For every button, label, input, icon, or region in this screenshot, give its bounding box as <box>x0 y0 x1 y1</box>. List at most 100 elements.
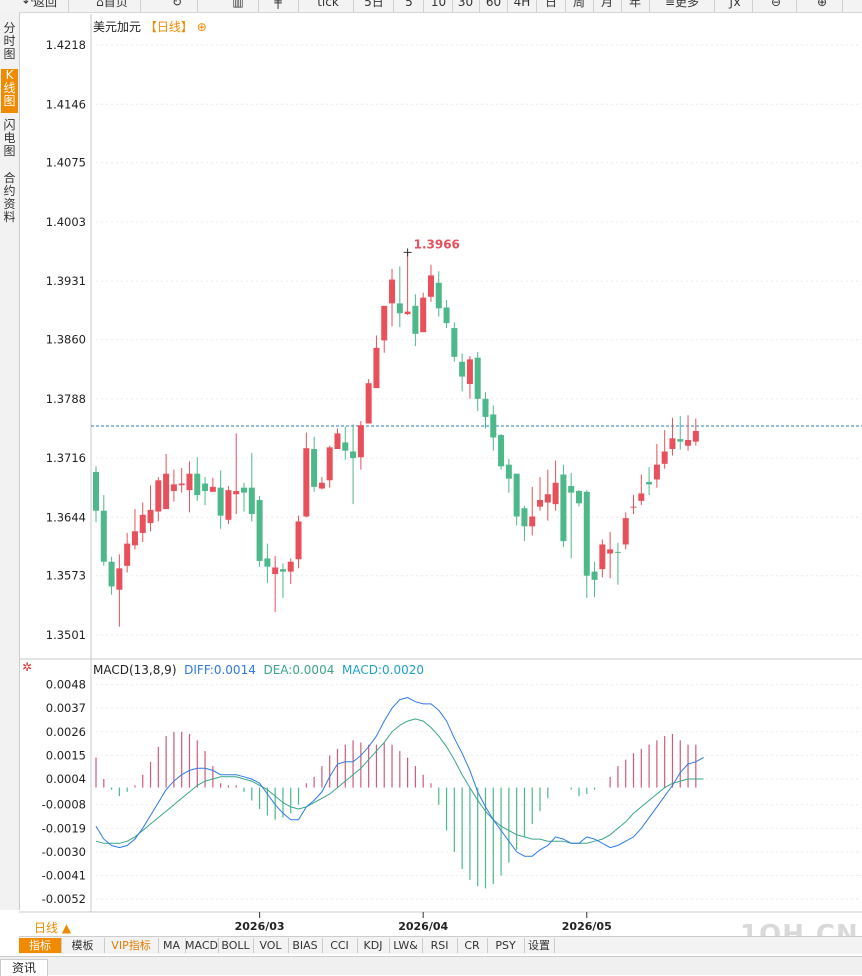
toolbar-item-17[interactable]: ƒx <box>718 0 753 12</box>
indicator-tab-8[interactable]: CCI <box>322 938 358 953</box>
toolbar-item-8[interactable]: 10 <box>425 0 453 12</box>
toolbar-label: 返回 <box>33 0 58 9</box>
toolbar-item-2[interactable]: ↻ <box>157 0 198 12</box>
toolbar-item-10[interactable]: 60 <box>480 0 508 12</box>
macd-tick-label: 0.0015 <box>46 748 86 762</box>
candle-body <box>178 483 185 486</box>
toolbar-item-16[interactable]: ≡更多 <box>650 0 715 12</box>
candle-body <box>256 500 263 561</box>
toolbar-item-0[interactable]: ↶返回 <box>12 0 69 12</box>
candle-body <box>575 490 582 504</box>
indicator-tab-5[interactable]: BOLL <box>218 938 254 953</box>
candle-body <box>513 473 520 517</box>
candle-body <box>342 442 349 451</box>
toolbar-item-13[interactable]: 周 <box>565 0 594 12</box>
candle-body <box>131 531 138 546</box>
candle-body <box>685 439 692 446</box>
macd-tick-label: -0.0019 <box>42 821 86 835</box>
home-icon: ⌂ <box>96 0 104 9</box>
toolbar-item-7[interactable]: 5 <box>395 0 424 12</box>
tab-contract-info[interactable]: 合约资料 <box>3 171 16 224</box>
indicator-tab-14[interactable]: 设置 <box>524 938 555 953</box>
toolbar-item-9[interactable]: 30 <box>452 0 480 12</box>
dea-line <box>95 718 704 844</box>
toolbar-item-19[interactable]: ⊕ <box>802 0 843 12</box>
toolbar-item-1[interactable]: ⌂首页 <box>84 0 141 12</box>
candle-body <box>505 464 512 479</box>
candle-body <box>474 357 481 399</box>
candle-body <box>498 435 505 467</box>
macd-tick-label: -0.0052 <box>42 892 86 906</box>
tab-kline[interactable]: K线图 <box>1 69 18 113</box>
toolbar-item-12[interactable]: 日 <box>537 0 566 12</box>
price-tick-label: 1.4075 <box>46 156 86 170</box>
tab-flash-chart[interactable]: 闪电图 <box>3 118 16 158</box>
toolbar-item-14[interactable]: 月 <box>593 0 622 12</box>
macd-title: MACD(13,8,9) DIFF:0.0014 DEA:0.0004 MACD… <box>93 663 424 677</box>
toolbar-item-4[interactable]: ╪ <box>258 0 299 12</box>
candle-body <box>225 490 232 520</box>
toolbar-item-11[interactable]: 4H <box>508 0 537 12</box>
indicator-tab-10[interactable]: LW& <box>389 938 423 953</box>
toolbar-item-3[interactable]: ▥ <box>218 0 259 12</box>
toolbar-item-6[interactable]: 5日 <box>355 0 394 12</box>
candle-body <box>677 439 684 442</box>
indicator-tab-11[interactable]: RSI <box>422 938 458 953</box>
candle-body <box>568 486 575 493</box>
candle-body <box>295 521 302 560</box>
indicator-tab-0[interactable]: 指标 <box>19 938 62 953</box>
toolbar-label: 首页 <box>103 0 128 9</box>
indicator-tabbar: 指标 模板 VIP指标 MA MACD BOLL VOL BIAS CCI KDJ LW& RSI CR… <box>19 936 862 954</box>
indicator-tab-2[interactable]: VIP指标 <box>104 938 159 953</box>
candle-body <box>350 451 357 459</box>
candle-body <box>311 449 318 487</box>
add-icon[interactable]: ⊕ <box>196 20 207 34</box>
candle-body <box>466 359 473 385</box>
indicator-tab-12[interactable]: CR <box>457 938 488 953</box>
candle-body <box>202 483 209 491</box>
candle-body <box>443 307 450 324</box>
toolbar-item-5[interactable]: tick <box>303 0 354 12</box>
indicator-tab-6[interactable]: VOL <box>253 938 289 953</box>
indicator-tab-13[interactable]: PSY <box>487 938 525 953</box>
candle-body <box>389 279 396 304</box>
price-tick-label: 1.4003 <box>46 215 86 229</box>
price-tick-label: 1.4218 <box>46 38 86 52</box>
candle-body <box>209 486 216 492</box>
candle-body <box>155 480 162 512</box>
macd-tick-label: -0.0041 <box>42 869 86 883</box>
candle-body <box>435 282 442 309</box>
toolbar-item-15[interactable]: 年 <box>621 0 650 12</box>
timeframe-selector[interactable]: 日线 ▲ <box>34 921 72 935</box>
candle-body <box>529 516 536 527</box>
candle-body <box>591 571 598 580</box>
tab-news[interactable]: 资讯 <box>0 959 48 976</box>
toolbar-label: 月 <box>600 0 613 9</box>
time-tick-label: 2026/03 <box>235 920 285 933</box>
candle-body <box>264 558 271 567</box>
toolbar-label: 30 <box>457 0 474 9</box>
candle-body <box>248 487 255 515</box>
toolbar-item-18[interactable]: ⊖ <box>756 0 797 12</box>
macd-tick-label: 0.0026 <box>46 725 86 739</box>
time-tick-label: 2026/05 <box>562 920 612 933</box>
crosshair-icon[interactable]: ✲ <box>22 660 33 674</box>
indicator-tab-9[interactable]: KDJ <box>357 938 390 953</box>
back-icon: ↶ <box>22 0 34 9</box>
indicator-tab-3[interactable]: MA <box>158 938 186 953</box>
candle-body <box>272 567 279 575</box>
tab-time-sharing[interactable]: 分时图 <box>3 21 16 61</box>
zoom-out-icon: ⊖ <box>770 0 782 9</box>
macd-tick-label: -0.0008 <box>42 798 86 812</box>
indicator-tab-7[interactable]: BIAS <box>288 938 323 953</box>
diff-line <box>95 696 704 857</box>
chart-title: 美元加元 【日线】 ⊕ <box>93 18 207 35</box>
price-tick-label: 1.3573 <box>46 569 86 583</box>
candle-body <box>381 305 388 341</box>
candle-body <box>692 430 699 442</box>
indicator-tab-1[interactable]: 模板 <box>61 938 105 953</box>
indicator-tab-4[interactable]: MACD <box>185 938 219 953</box>
candle-body <box>653 464 660 480</box>
diff-value: DIFF:0.0014 <box>184 663 256 677</box>
